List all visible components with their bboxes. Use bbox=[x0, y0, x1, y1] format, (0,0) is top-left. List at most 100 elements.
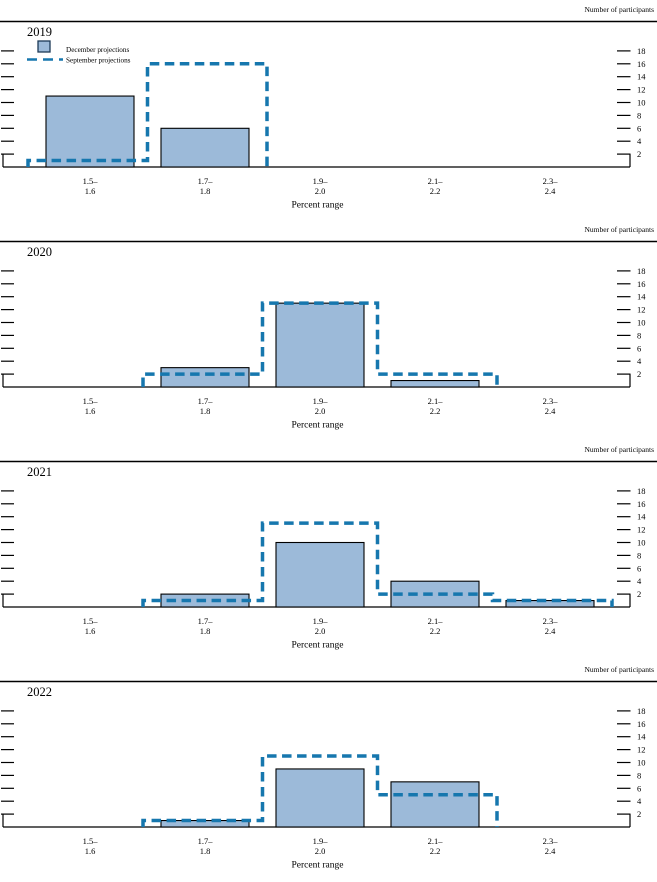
bin-label-top: 2.3– bbox=[543, 836, 559, 846]
bin-label-bottom: 2.0 bbox=[315, 186, 326, 196]
y-tick-label: 14 bbox=[637, 292, 646, 302]
december-bar bbox=[390, 580, 480, 608]
y-tick-label: 12 bbox=[637, 85, 646, 95]
panel-title: 2020 bbox=[27, 245, 52, 259]
bin-label-bottom: 2.0 bbox=[315, 846, 326, 856]
y-tick-label: 10 bbox=[637, 318, 646, 328]
legend-december-label: December projections bbox=[66, 46, 129, 54]
panel-2019-chart: Number of participants 2019 2 4 6 8 10 12 14 16 18… bbox=[0, 5, 657, 211]
bin-label-bottom: 2.2 bbox=[430, 626, 441, 636]
x-axis-title: Percent range bbox=[292, 201, 344, 211]
bin-label-top: 1.9– bbox=[313, 836, 329, 846]
bin-label-bottom: 2.0 bbox=[315, 626, 326, 636]
participants-axis-label: Number of participants bbox=[584, 445, 654, 454]
panel-2021-chart: Number of participants 2021 2 4 6 8 10 12 14 16 18… bbox=[0, 445, 657, 651]
y-tick-label: 6 bbox=[637, 783, 641, 793]
bin-label-top: 1.5– bbox=[83, 836, 99, 846]
bin-label-bottom: 1.6 bbox=[85, 406, 96, 416]
bin-label-top: 1.5– bbox=[83, 396, 99, 406]
bin-label-top: 2.1– bbox=[428, 176, 444, 186]
december-bar bbox=[275, 302, 365, 388]
december-bar bbox=[160, 367, 250, 388]
bin-label-bottom: 2.0 bbox=[315, 406, 326, 416]
panel-2020: Number of participants 2020 2 4 6 8 10 12 14 16 18… bbox=[0, 220, 657, 440]
bin-label-bottom: 2.4 bbox=[545, 406, 556, 416]
y-tick-label: 2 bbox=[637, 589, 641, 599]
y-tick-label: 14 bbox=[637, 732, 646, 742]
bin-label-top: 1.9– bbox=[313, 396, 329, 406]
september-outline bbox=[26, 62, 269, 167]
bin-label-top: 2.3– bbox=[543, 616, 559, 626]
bin-label-bottom: 1.8 bbox=[200, 186, 211, 196]
y-tick-label: 2 bbox=[637, 149, 641, 159]
y-tick-label: 8 bbox=[637, 330, 641, 340]
december-bar bbox=[390, 781, 480, 828]
bin-label-bottom: 1.6 bbox=[85, 626, 96, 636]
bin-label-top: 1.9– bbox=[313, 616, 329, 626]
y-tick-label: 16 bbox=[637, 279, 646, 289]
legend-december-swatch bbox=[37, 40, 51, 53]
x-axis-title: Percent range bbox=[292, 641, 344, 651]
bin-label-top: 1.9– bbox=[313, 176, 329, 186]
bin-label-top: 1.7– bbox=[198, 616, 214, 626]
bin-label-bottom: 2.2 bbox=[430, 186, 441, 196]
participants-axis-label: Number of participants bbox=[584, 5, 654, 14]
bin-label-bottom: 1.6 bbox=[85, 186, 96, 196]
y-tick-label: 18 bbox=[637, 46, 646, 56]
bin-label-top: 2.1– bbox=[428, 616, 444, 626]
y-tick-label: 16 bbox=[637, 59, 646, 69]
bin-label-top: 1.5– bbox=[83, 176, 99, 186]
bin-label-top: 1.7– bbox=[198, 836, 214, 846]
bin-label-bottom: 2.4 bbox=[545, 186, 556, 196]
december-bar bbox=[275, 768, 365, 828]
y-tick-label: 12 bbox=[637, 305, 646, 315]
bin-label-bottom: 1.8 bbox=[200, 626, 211, 636]
bin-label-top: 1.7– bbox=[198, 176, 214, 186]
y-tick-label: 8 bbox=[637, 550, 641, 560]
y-tick-label: 4 bbox=[637, 796, 642, 806]
bin-label-top: 1.5– bbox=[83, 616, 99, 626]
y-tick-label: 18 bbox=[637, 266, 646, 276]
bin-label-bottom: 2.4 bbox=[545, 626, 556, 636]
y-tick-label: 2 bbox=[637, 369, 641, 379]
y-tick-label: 10 bbox=[637, 98, 646, 108]
y-tick-label: 18 bbox=[637, 486, 646, 496]
y-tick-label: 4 bbox=[637, 136, 642, 146]
panel-title: 2019 bbox=[27, 25, 52, 39]
bin-label-top: 2.3– bbox=[543, 176, 559, 186]
y-tick-label: 16 bbox=[637, 499, 646, 509]
y-tick-label: 4 bbox=[637, 576, 642, 586]
x-axis-title: Percent range bbox=[292, 421, 344, 431]
september-outline bbox=[141, 301, 499, 387]
september-outline bbox=[141, 754, 499, 827]
december-bar bbox=[45, 95, 135, 168]
panel-title: 2021 bbox=[27, 465, 52, 479]
bin-label-bottom: 1.8 bbox=[200, 846, 211, 856]
bin-label-top: 2.1– bbox=[428, 836, 444, 846]
panel-2019: Number of participants 2019 2 4 6 8 10 12 14 16 18… bbox=[0, 0, 657, 220]
december-bar bbox=[275, 541, 365, 608]
y-tick-label: 6 bbox=[637, 343, 641, 353]
panel-2021: Number of participants 2021 2 4 6 8 10 12 14 16 18… bbox=[0, 440, 657, 660]
panel-title: 2022 bbox=[27, 685, 52, 699]
y-tick-label: 12 bbox=[637, 745, 646, 755]
y-tick-label: 8 bbox=[637, 770, 641, 780]
participants-axis-label: Number of participants bbox=[584, 665, 654, 674]
y-tick-label: 2 bbox=[637, 809, 641, 819]
bin-label-bottom: 1.6 bbox=[85, 846, 96, 856]
bin-label-top: 2.3– bbox=[543, 396, 559, 406]
december-bar bbox=[160, 127, 250, 168]
december-bar bbox=[505, 600, 595, 608]
y-tick-label: 12 bbox=[637, 525, 646, 535]
y-tick-label: 10 bbox=[637, 538, 646, 548]
bin-label-bottom: 2.2 bbox=[430, 406, 441, 416]
y-tick-label: 14 bbox=[637, 72, 646, 82]
y-tick-label: 18 bbox=[637, 706, 646, 716]
bin-label-top: 1.7– bbox=[198, 396, 214, 406]
y-tick-label: 6 bbox=[637, 563, 641, 573]
december-bar bbox=[390, 380, 480, 388]
bin-label-bottom: 2.2 bbox=[430, 846, 441, 856]
y-tick-label: 10 bbox=[637, 758, 646, 768]
x-axis-title: Percent range bbox=[292, 861, 344, 871]
